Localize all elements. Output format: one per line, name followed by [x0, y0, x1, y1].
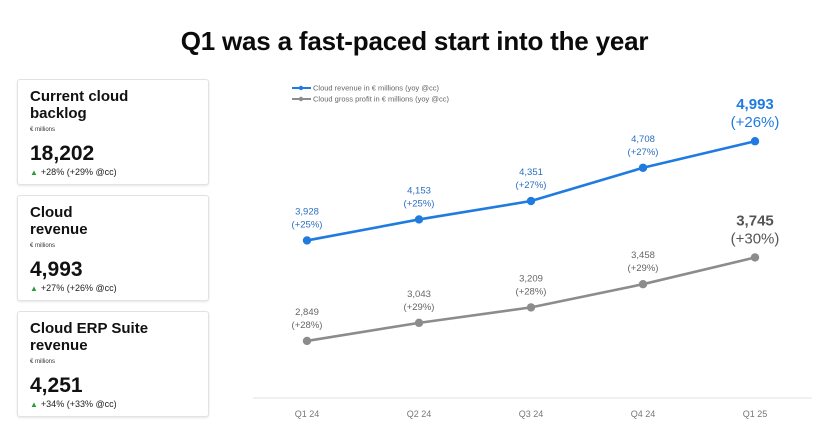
up-triangle-icon: ▲ [30, 400, 38, 409]
kpi-unit: € millions [30, 127, 56, 133]
data-change-label-gross-profit: (+29%) [404, 302, 435, 313]
data-point-revenue [750, 137, 760, 146]
x-tick-label: Q2 24 [407, 409, 432, 419]
data-change-label-gross-profit: (+29%) [628, 263, 659, 274]
up-triangle-icon: ▲ [30, 168, 38, 177]
data-change-label-gross-profit: (+28%) [292, 320, 323, 331]
x-tick-label: Q4 24 [631, 409, 656, 419]
kpi-card-cloud-backlog: Current cloud backlog € millions 18,202 … [17, 79, 209, 185]
data-label-revenue: 4,351 [519, 167, 543, 178]
page-title: Q1 was a fast-paced start into the year [180, 26, 649, 56]
data-change-label-revenue: (+27%) [628, 147, 659, 158]
data-label-revenue: 3,928 [295, 206, 319, 217]
data-label-revenue: 4,153 [407, 185, 431, 196]
kpi-label: Current cloud backlog [30, 88, 129, 122]
kpi-unit: € millions [30, 359, 56, 365]
data-label-revenue: 4,708 [631, 134, 655, 145]
kpi-card-cloud-erp-suite: Cloud ERP Suite revenue € millions 4,251… [17, 311, 209, 417]
kpi-value: 18,202 [30, 142, 95, 165]
data-change-label-gross-profit: (+30%) [731, 230, 780, 247]
kpi-unit: € millions [30, 243, 56, 249]
legend-label-gross-profit: Cloud gross profit in € millions (yoy @c… [313, 95, 449, 104]
data-change-label-revenue: (+25%) [404, 198, 435, 209]
data-label-revenue: 4,993 [736, 96, 774, 113]
kpi-card-cloud-revenue: Cloud revenue € millions 4,993 ▲ +27% (+2… [17, 195, 209, 301]
kpi-change: ▲ +34% (+33% @cc) [30, 399, 117, 409]
data-point-gross-profit [638, 279, 648, 289]
legend-label-revenue: Cloud revenue in € millions (yoy @cc) [313, 84, 439, 93]
data-change-label-revenue: (+27%) [516, 180, 547, 191]
kpi-change-text: +27% (+26% @cc) [40, 283, 117, 293]
data-point-revenue [414, 215, 424, 224]
data-change-label-gross-profit: (+28%) [516, 286, 547, 297]
kpi-label: Cloud ERP Suite revenue [30, 320, 149, 354]
series-line-gross-profit [306, 256, 756, 343]
data-point-revenue [638, 163, 648, 172]
data-label-gross-profit: 3,209 [519, 273, 543, 284]
data-point-gross-profit [750, 253, 760, 262]
kpi-change-text: +34% (+33% @cc) [40, 399, 117, 409]
x-tick-label: Q3 24 [519, 409, 544, 419]
data-change-label-revenue: (+25%) [292, 219, 323, 230]
kpi-change-text: +28% (+29% @cc) [40, 167, 117, 177]
x-tick-label: Q1 25 [743, 409, 768, 419]
kpi-value: 4,251 [30, 374, 83, 397]
data-point-revenue [302, 236, 312, 245]
data-label-gross-profit: 3,043 [407, 289, 431, 300]
data-point-gross-profit [414, 318, 424, 328]
data-label-gross-profit: 3,458 [631, 250, 655, 261]
kpi-value: 4,993 [30, 258, 83, 281]
x-tick-label: Q1 24 [295, 409, 320, 419]
legend: Cloud revenue in € millions (yoy @cc) Cl… [292, 84, 449, 104]
data-change-label-revenue: (+26%) [731, 114, 780, 131]
up-triangle-icon: ▲ [30, 284, 38, 293]
data-point-gross-profit [526, 303, 536, 312]
legend-marker-revenue [298, 85, 304, 91]
kpi-change: ▲ +27% (+26% @cc) [30, 283, 117, 293]
data-label-gross-profit: 3,745 [736, 212, 774, 229]
data-label-gross-profit: 2,849 [295, 307, 319, 318]
kpi-label: Cloud revenue [30, 204, 88, 238]
data-point-revenue [526, 196, 536, 206]
data-point-gross-profit [302, 336, 312, 346]
kpi-change: ▲ +28% (+29% @cc) [30, 167, 117, 177]
legend-marker-gross-profit [298, 96, 304, 102]
